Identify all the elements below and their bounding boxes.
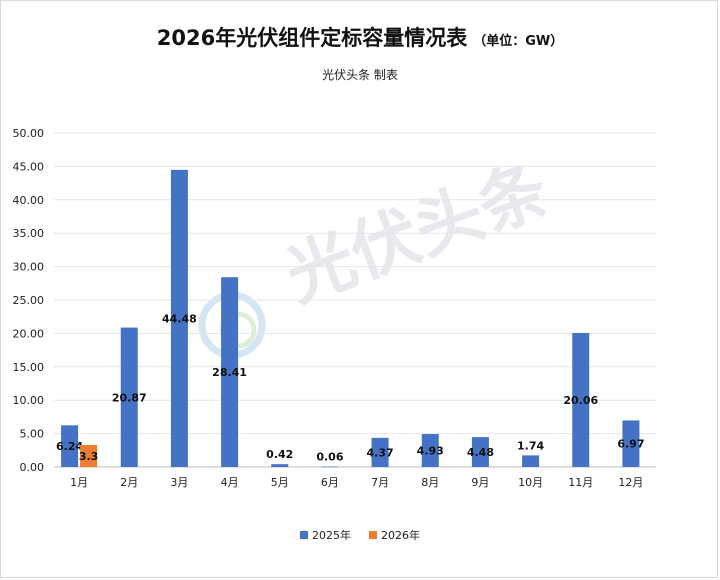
- x-tick-label: 6月: [321, 476, 339, 489]
- x-tick-label: 7月: [371, 476, 389, 489]
- y-tick-label: 45.00: [13, 160, 45, 173]
- y-tick-label: 0.00: [20, 461, 45, 474]
- data-label-2025: 1.74: [517, 439, 544, 452]
- bar-2025: [271, 464, 289, 467]
- x-tick-label: 5月: [271, 476, 289, 489]
- x-tick-label: 2月: [120, 476, 138, 489]
- legend-label-2026: 2026年: [381, 529, 420, 542]
- x-tick-label: 11月: [568, 476, 593, 489]
- bar-2025: [622, 420, 640, 467]
- data-label-2025: 4.93: [417, 445, 444, 458]
- chart-title-unit: （单位：GW）: [473, 34, 564, 49]
- bar-2025: [170, 169, 188, 467]
- x-tick-label: 10月: [518, 476, 543, 489]
- bar-2025: [572, 332, 590, 467]
- data-label-2025: 0.42: [266, 448, 293, 461]
- data-label-2025: 4.48: [467, 446, 494, 459]
- data-label-2025: 4.37: [367, 446, 394, 459]
- data-label-2025: 28.41: [212, 366, 247, 379]
- bar-2025: [421, 434, 439, 467]
- y-tick-label: 25.00: [13, 294, 45, 307]
- data-label-2025: 20.06: [563, 394, 598, 407]
- bar-2025: [61, 425, 79, 467]
- chart-title: 2026年光伏组件定标容量情况表 （单位：GW）: [0, 22, 720, 52]
- chart-legend: 2025年 2026年: [0, 527, 720, 543]
- x-tick-label: 3月: [170, 476, 188, 489]
- y-tick-label: 20.00: [13, 327, 45, 340]
- bar-2025: [471, 437, 489, 467]
- bar-2025: [371, 437, 389, 467]
- x-tick-label: 12月: [618, 476, 643, 489]
- y-tick-label: 40.00: [13, 194, 45, 207]
- y-tick-label: 50.00: [13, 127, 45, 140]
- legend-swatch-2026: [369, 531, 377, 539]
- legend-item-2026: 2026年: [369, 527, 420, 543]
- legend-item-2025: 2025年: [300, 527, 351, 543]
- legend-swatch-2025: [300, 531, 308, 539]
- y-tick-label: 5.00: [20, 428, 45, 441]
- x-tick-label: 4月: [221, 476, 239, 489]
- bar-2025: [522, 455, 540, 467]
- y-tick-label: 30.00: [13, 261, 45, 274]
- y-tick-label: 10.00: [13, 394, 45, 407]
- bar-2026: [80, 444, 98, 467]
- chart-subtitle: 光伏头条 制表: [322, 68, 398, 82]
- watermark-text: 光伏头条: [276, 150, 559, 317]
- data-label-2026: 3.3: [79, 450, 99, 463]
- y-tick-label: 35.00: [13, 227, 45, 240]
- y-tick-label: 15.00: [13, 361, 45, 374]
- data-label-2025: 44.48: [162, 312, 197, 325]
- bar-2025: [221, 277, 239, 467]
- data-label-2025: 0.06: [316, 451, 343, 464]
- bar-2025: [120, 327, 138, 467]
- data-label-2025: 6.24: [56, 440, 83, 453]
- x-tick-label: 9月: [471, 476, 489, 489]
- data-label-2025: 6.97: [617, 438, 644, 451]
- x-tick-label: 8月: [421, 476, 439, 489]
- bar-2025: [321, 466, 339, 468]
- chart-title-text: 2026年光伏组件定标容量情况表: [156, 26, 468, 50]
- x-tick-label: 1月: [70, 476, 88, 489]
- data-label-2025: 20.87: [112, 391, 147, 404]
- legend-label-2025: 2025年: [312, 529, 351, 542]
